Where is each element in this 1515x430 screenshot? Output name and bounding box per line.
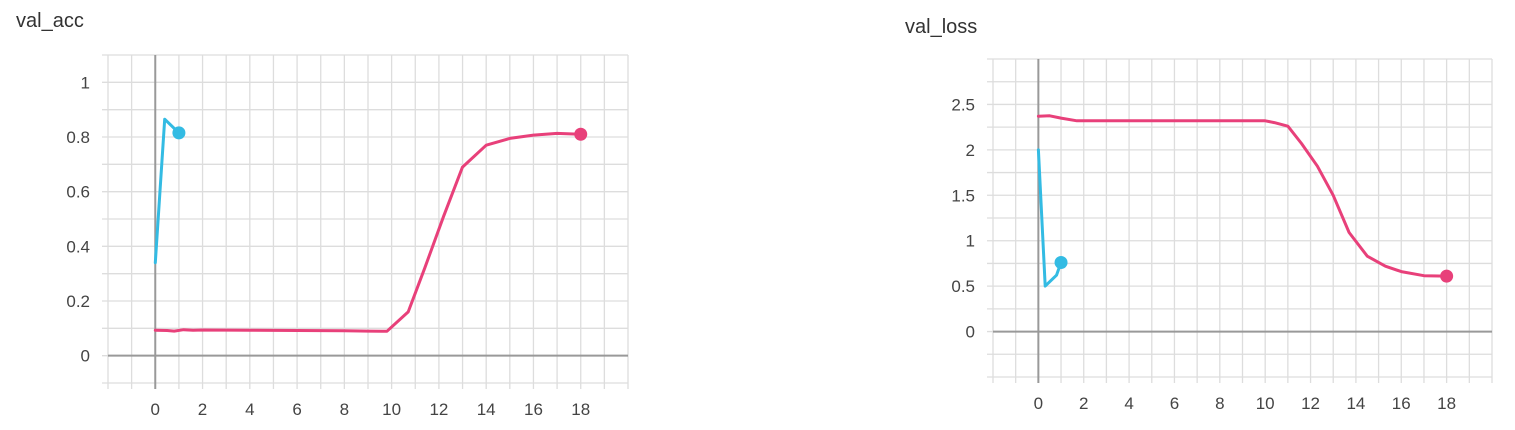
- vertical-grid: [107, 55, 629, 389]
- series-line: [153, 131, 583, 333]
- x-tick-label: 14: [1346, 394, 1365, 413]
- series-line: [153, 117, 181, 265]
- x-tick-label: 18: [571, 400, 590, 419]
- y-tick-label: 1: [81, 73, 90, 92]
- x-tick-label: 4: [245, 400, 254, 419]
- series-end-marker: [1440, 269, 1454, 283]
- x-tick-label: 2: [198, 400, 207, 419]
- y-tick-label: 0.4: [66, 237, 90, 256]
- x-tick-label: 2: [1079, 394, 1088, 413]
- x-tick-label: 0: [151, 400, 160, 419]
- x-tick-label: 16: [1392, 394, 1411, 413]
- val-loss-panel: val_loss 0 2 4 6 8 10 12 14 16 18 0 0.5 1 1.5 2 2.5: [880, 0, 1515, 430]
- series-end-marker: [574, 127, 588, 141]
- x-tick-label: 0: [1034, 394, 1043, 413]
- vertical-grid: [992, 59, 1493, 383]
- y-tick-label: 1: [966, 232, 975, 251]
- x-tick-label: 14: [477, 400, 496, 419]
- x-tick-label: 10: [1256, 394, 1275, 413]
- y-tick-label: 2.5: [951, 95, 975, 114]
- x-tick-label: 4: [1124, 394, 1133, 413]
- y-tick-label: 1.5: [951, 186, 975, 205]
- val-acc-panel: val_acc 0 2 4 6 8 10 12 14 16 18 0 0.2 0.4 0.6 0.8 1: [0, 0, 650, 430]
- x-tick-label: 8: [1215, 394, 1224, 413]
- x-tick-label: 18: [1437, 394, 1456, 413]
- y-tick-label: 0.6: [66, 183, 90, 202]
- val-acc-chart: 0 2 4 6 8 10 12 14 16 18 0 0.2 0.4 0.6 0.8 1: [66, 54, 629, 419]
- val-loss-chart: 0 2 4 6 8 10 12 14 16 18 0 0.5 1 1.5 2 2.5: [951, 58, 1493, 413]
- series-end-marker: [172, 126, 186, 140]
- y-tick-label: 0: [81, 347, 90, 366]
- x-tick-label: 12: [1301, 394, 1320, 413]
- x-tick-label: 12: [429, 400, 448, 419]
- y-tick-label: 0.5: [951, 277, 975, 296]
- horizontal-grid: [102, 54, 628, 384]
- horizontal-grid: [987, 58, 1492, 378]
- y-tick-label: 0.2: [66, 292, 90, 311]
- y-tick-label: 0.8: [66, 128, 90, 147]
- x-tick-label: 6: [1170, 394, 1179, 413]
- x-tick-label: 16: [524, 400, 543, 419]
- chart-title: val_loss: [905, 16, 978, 38]
- series-line: [1036, 148, 1063, 288]
- x-tick-label: 8: [340, 400, 349, 419]
- series-end-marker: [1054, 256, 1068, 270]
- x-tick-label: 6: [292, 400, 301, 419]
- y-tick-label: 0: [966, 323, 975, 342]
- series-line: [1036, 114, 1449, 278]
- y-tick-label: 2: [966, 141, 975, 160]
- x-tick-label: 10: [382, 400, 401, 419]
- chart-title: val_acc: [16, 10, 84, 32]
